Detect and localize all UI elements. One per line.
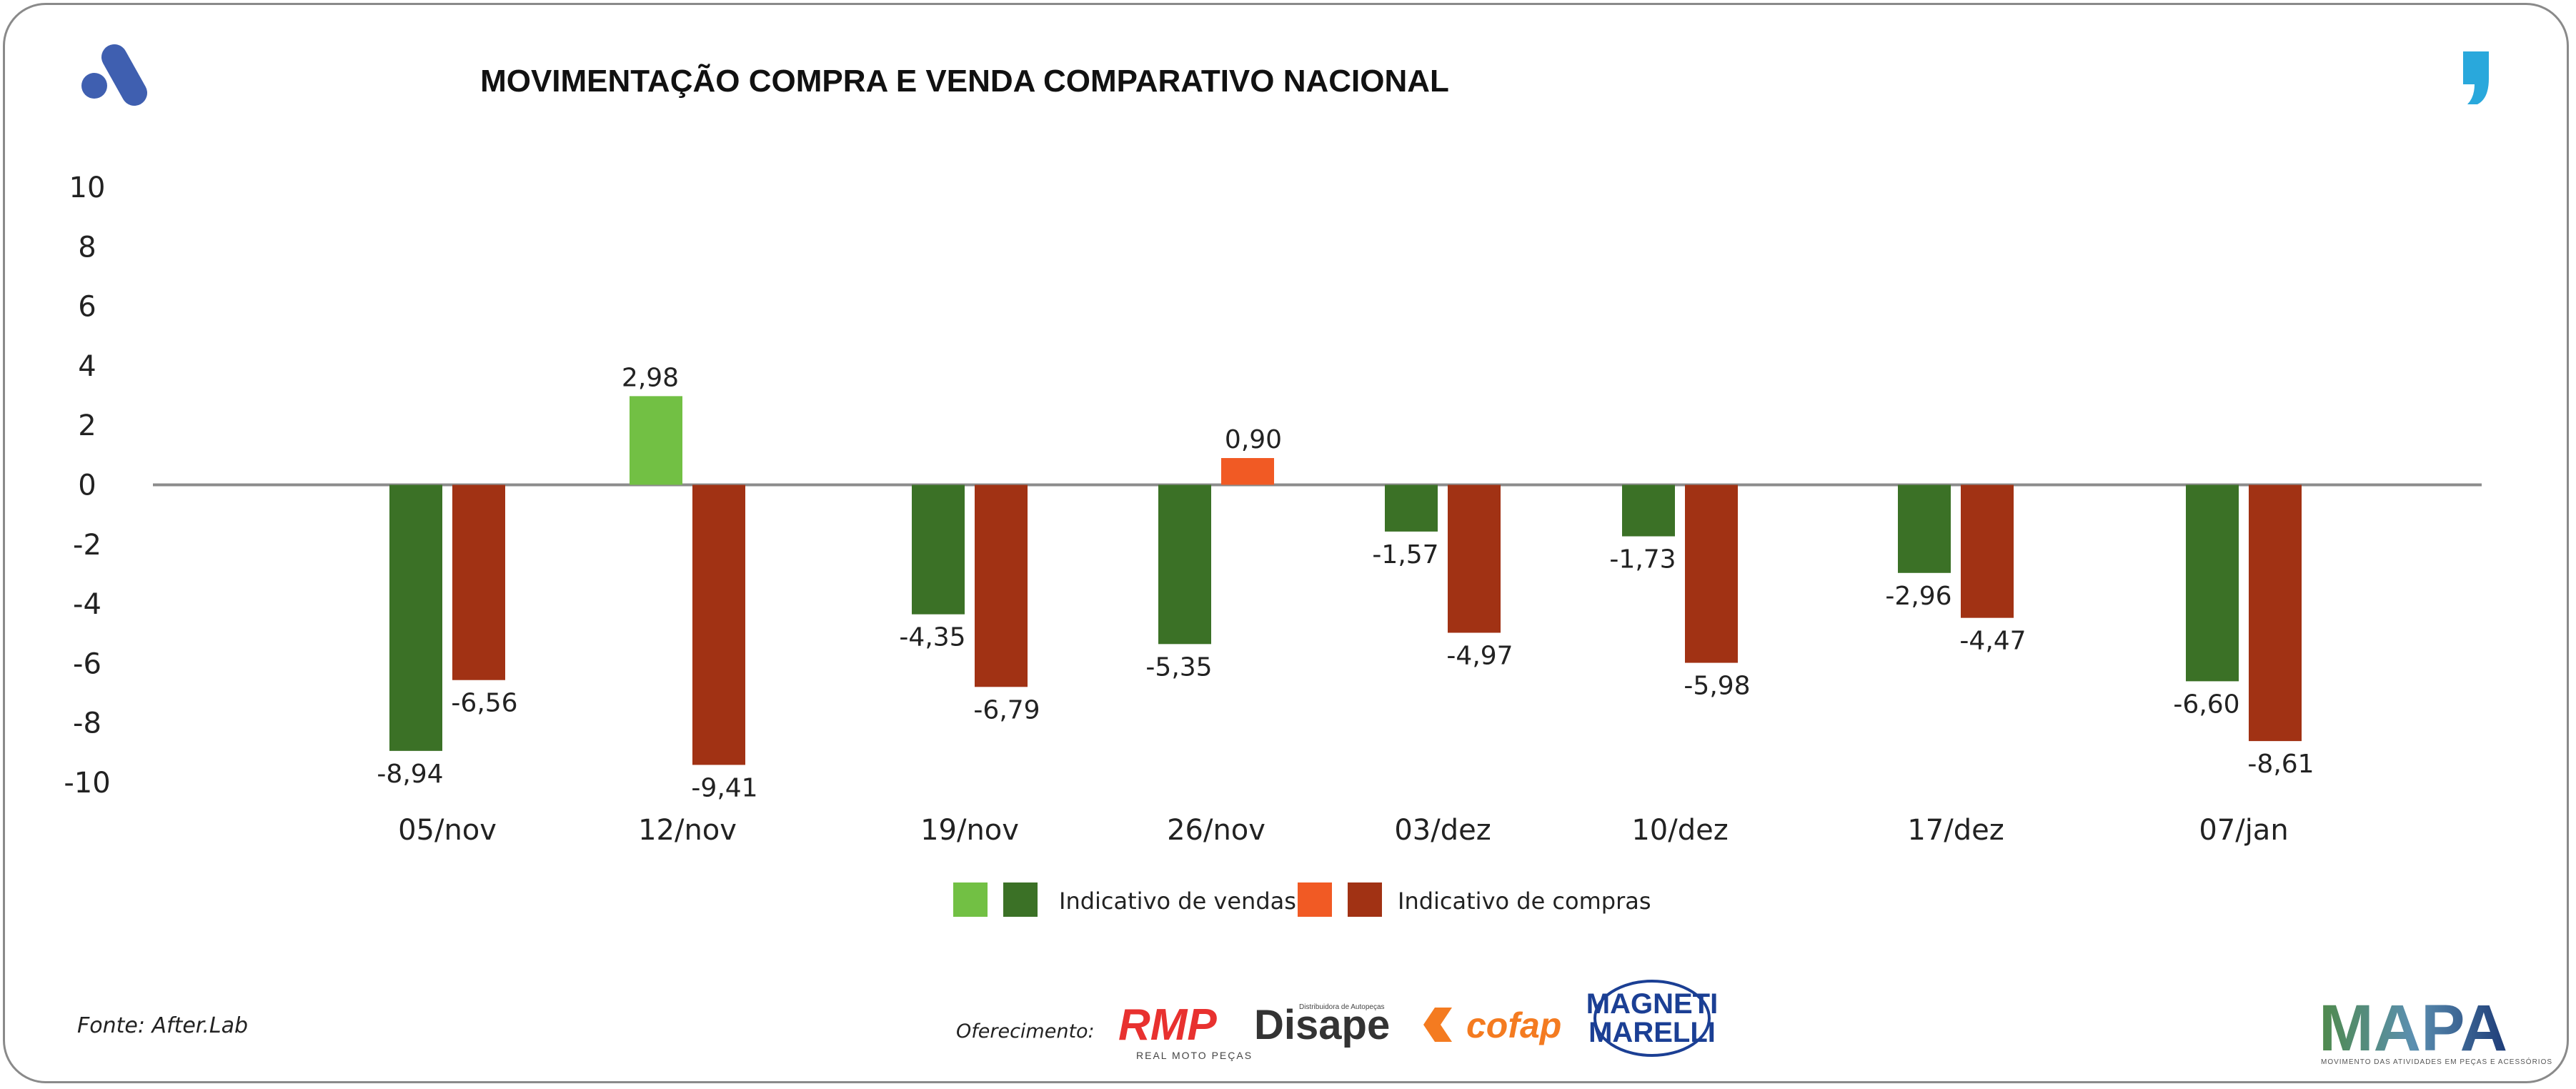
rmp-logo-tagline: REAL MOTO PEÇAS (1136, 1050, 1253, 1061)
data-label: -5,35 (1145, 652, 1212, 682)
y-tick-label: -8 (73, 707, 101, 740)
marelli-text: MARELLI (1588, 1017, 1716, 1048)
quote-logo-icon (2463, 51, 2489, 104)
chart-title: MOVIMENTAÇÃO COMPRA E VENDA COMPARATIVO … (480, 63, 1449, 99)
bar-vendas (630, 396, 682, 485)
x-tick-label: 26/nov (1167, 814, 1265, 847)
data-label: -4,97 (1446, 642, 1513, 671)
y-tick-label: 4 (78, 350, 96, 383)
x-tick-label: 12/nov (638, 814, 737, 847)
y-tick-label: 0 (78, 469, 96, 502)
mapa-logo-text: MAPA (2319, 992, 2507, 1065)
data-label: -4,47 (1959, 627, 2026, 656)
data-label: 2,98 (622, 363, 679, 392)
disape-logo: Disape Distribuidora de Autopeças (1254, 1002, 1390, 1048)
data-label: -6,60 (2173, 690, 2239, 719)
data-label: -4,35 (899, 623, 965, 652)
y-tick-label: -4 (73, 588, 101, 621)
disape-logo-tagline: Distribuidora de Autopeças (1299, 1003, 1385, 1011)
cofap-logo: cofap (1423, 1005, 1561, 1045)
data-label: -8,61 (2247, 750, 2314, 779)
brand-a-logo-icon (81, 44, 147, 106)
x-tick-label: 10/dez (1631, 814, 1728, 847)
legend-label-vendas: Indicativo de vendas (1059, 887, 1296, 915)
sponsor-label: Oferecimento: (956, 1020, 1095, 1043)
data-label: -8,94 (377, 760, 443, 789)
y-tick-label: -6 (73, 647, 101, 680)
cofap-logo-text: cofap (1466, 1005, 1561, 1045)
legend-swatch-compras-negative (1348, 882, 1382, 917)
data-label: -6,56 (451, 689, 517, 718)
bar-compras (1448, 484, 1501, 633)
bar-compras (1685, 484, 1738, 663)
bar-vendas (2186, 484, 2239, 682)
data-label: -1,73 (1609, 545, 1676, 575)
y-tick-label: 8 (78, 231, 96, 264)
bar-vendas (912, 484, 965, 615)
bar-compras (1961, 484, 2014, 618)
x-tick-label: 03/dez (1394, 814, 1491, 847)
rmp-logo-text: RMP (1118, 1000, 1217, 1050)
legend-label-compras: Indicativo de compras (1398, 887, 1651, 915)
data-label: 0,90 (1225, 425, 1282, 454)
data-label: -1,57 (1372, 540, 1438, 570)
legend-swatch-vendas-negative (1003, 882, 1038, 917)
legend-swatch-vendas-positive (953, 882, 988, 917)
bar-vendas (1898, 484, 1951, 573)
data-label: -9,41 (691, 773, 757, 802)
bar-compras (2249, 484, 2302, 742)
y-tick-label: -2 (73, 529, 101, 562)
bar-compras (1221, 458, 1274, 485)
magneti-marelli-logo: MAGNETI MARELLI (1586, 980, 1718, 1057)
magneti-text: MAGNETI (1586, 988, 1718, 1020)
rmp-logo: RMP REAL MOTO PEÇAS (1118, 1000, 1253, 1061)
legend-swatch-compras-positive (1298, 882, 1332, 917)
bar-compras (692, 484, 745, 765)
source-note: Fonte: After.Lab (77, 1013, 248, 1038)
y-tick-label: 2 (78, 409, 96, 442)
x-tick-label: 05/nov (398, 814, 497, 847)
x-tick-label: 07/jan (2199, 814, 2288, 847)
y-tick-label: 10 (69, 171, 106, 204)
card-frame (3, 3, 2569, 1083)
data-label: -5,98 (1684, 672, 1750, 701)
bar-compras (452, 484, 505, 680)
data-label: -6,79 (973, 695, 1040, 725)
mapa-logo: MAPA MOVIMENTO DAS ATIVIDADES EM PEÇAS E… (2319, 992, 2552, 1066)
bar-compras (975, 484, 1028, 687)
disape-logo-text: Disape (1254, 1002, 1390, 1048)
data-label: -2,96 (1885, 582, 1951, 611)
y-tick-label: -10 (64, 767, 110, 800)
x-tick-label: 17/dez (1907, 814, 2004, 847)
bar-vendas (389, 484, 442, 751)
y-tick-label: 6 (78, 291, 96, 324)
bar-vendas (1385, 484, 1438, 532)
x-tick-label: 19/nov (920, 814, 1019, 847)
mapa-logo-tagline: MOVIMENTO DAS ATIVIDADES EM PEÇAS E ACES… (2321, 1057, 2552, 1066)
bar-vendas (1158, 484, 1211, 645)
legend: Indicativo de vendas Indicativo de compr… (953, 882, 1651, 917)
bar-vendas (1622, 484, 1675, 537)
